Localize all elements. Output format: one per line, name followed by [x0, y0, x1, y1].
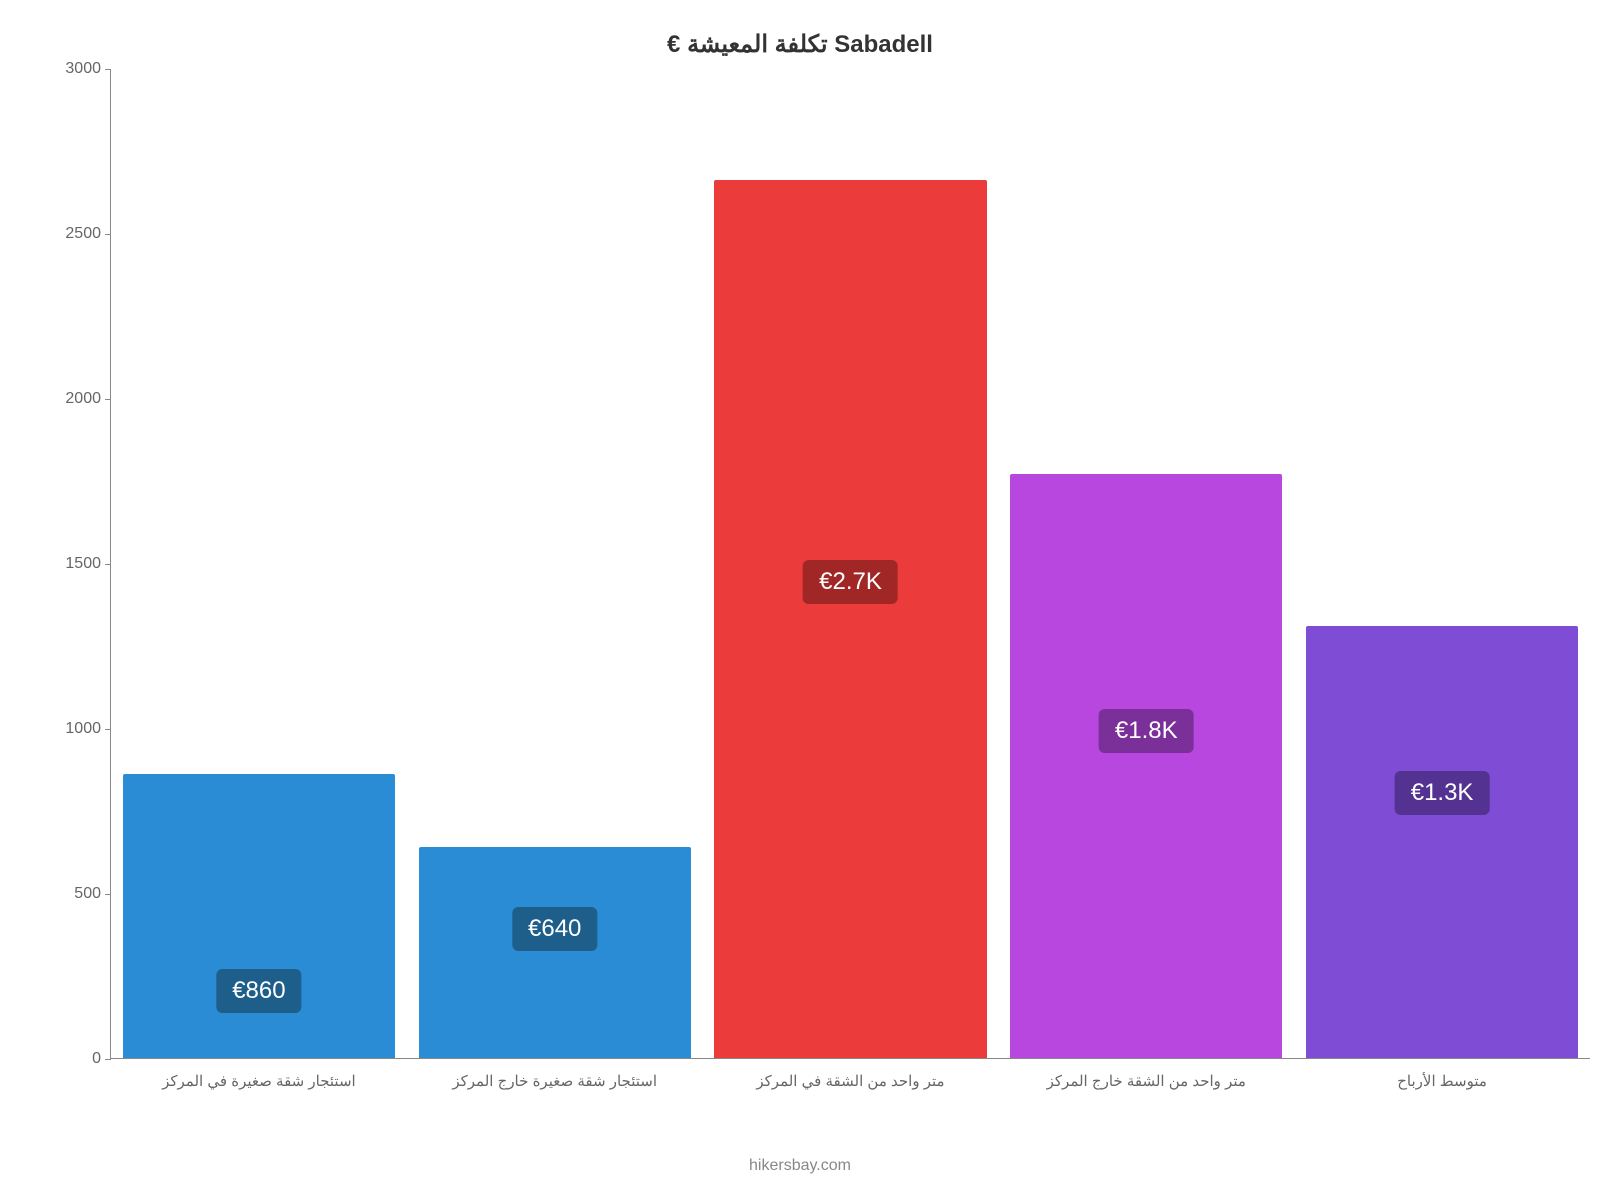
bar-slot: €2.7K — [703, 69, 999, 1058]
x-axis-label: متر واحد من الشقة في المركز — [703, 1072, 999, 1090]
bar-slot: €1.3K — [1294, 69, 1590, 1058]
bars-area: €860 €640 €2.7K €1.8K €1.3K — [111, 69, 1590, 1058]
x-axis-label: استئجار شقة صغيرة خارج المركز — [407, 1072, 703, 1090]
y-tick-mark — [105, 894, 111, 895]
y-tick-mark — [105, 69, 111, 70]
y-tick-label: 500 — [51, 885, 101, 903]
bar-value-label: €2.7K — [803, 560, 898, 604]
y-tick-mark — [105, 234, 111, 235]
bar-value-label: €860 — [216, 969, 301, 1013]
y-tick-label: 2500 — [51, 225, 101, 243]
bar-value-label: €640 — [512, 907, 597, 951]
y-tick-mark — [105, 1059, 111, 1060]
bar-value-label: €1.3K — [1395, 771, 1490, 815]
y-tick-mark — [105, 564, 111, 565]
y-tick-label: 1500 — [51, 555, 101, 573]
bar: €860 — [123, 774, 395, 1058]
bar-value-label: €1.8K — [1099, 709, 1194, 753]
chart-title: € تكلفة المعيشة Sabadell — [40, 30, 1560, 59]
x-axis-label: متوسط الأرباح — [1294, 1072, 1590, 1090]
y-tick-label: 3000 — [51, 60, 101, 78]
x-axis-labels: استئجار شقة صغيرة في المركزاستئجار شقة ص… — [111, 1072, 1590, 1090]
y-tick-mark — [105, 729, 111, 730]
bar-slot: €640 — [407, 69, 703, 1058]
bar: €1.8K — [1010, 474, 1282, 1058]
chart-container: € تكلفة المعيشة Sabadell €860 €640 €2.7K €1… — [0, 0, 1600, 1200]
bar-slot: €1.8K — [998, 69, 1294, 1058]
bar: €2.7K — [714, 180, 986, 1058]
x-axis-label: متر واحد من الشقة خارج المركز — [998, 1072, 1294, 1090]
y-tick-label: 1000 — [51, 720, 101, 738]
footer-attribution: hikersbay.com — [0, 1157, 1600, 1175]
plot-area: €860€640€2.7K€1.8K€1.3K استئجار شقة صغير… — [110, 69, 1590, 1059]
bar: €640 — [419, 847, 691, 1058]
y-tick-label: 2000 — [51, 390, 101, 408]
bar-slot: €860 — [111, 69, 407, 1058]
bar: €1.3K — [1306, 626, 1578, 1058]
y-tick-label: 0 — [51, 1050, 101, 1068]
x-axis-label: استئجار شقة صغيرة في المركز — [111, 1072, 407, 1090]
y-tick-mark — [105, 399, 111, 400]
